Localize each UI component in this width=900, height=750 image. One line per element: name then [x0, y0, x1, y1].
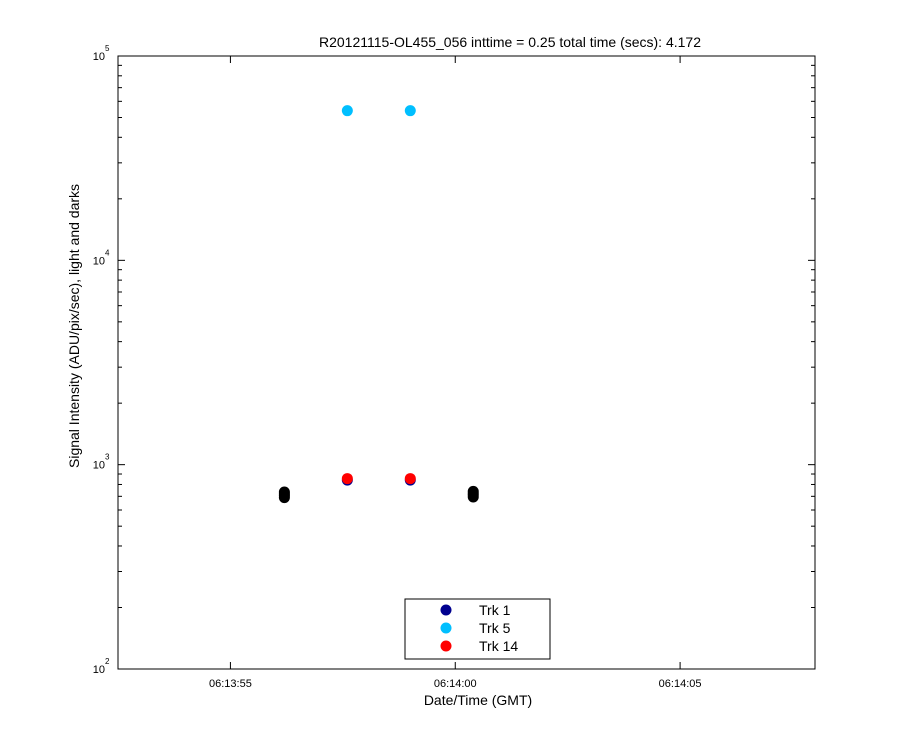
- legend-label-trk-5: Trk 5: [479, 620, 511, 636]
- data-point-dark: [468, 486, 479, 497]
- plot-area: [118, 56, 815, 669]
- y-tick-label-exponent: 4: [105, 248, 110, 257]
- y-axis-title: Signal Intensity (ADU/pix/sec), light an…: [66, 184, 82, 468]
- legend-box: [405, 599, 550, 659]
- data-point-dark: [279, 486, 290, 497]
- data-point-trk-14: [342, 473, 353, 484]
- y-tick-label-exponent: 2: [105, 657, 110, 666]
- legend: Trk 1 Trk 5 Trk 14: [405, 599, 550, 659]
- data-point-trk-5: [405, 105, 416, 116]
- data-point-trk-5: [342, 105, 353, 116]
- y-tick-label-base: 10: [93, 664, 105, 676]
- y-tick-label-base: 10: [93, 255, 105, 267]
- legend-label-trk-1: Trk 1: [479, 602, 511, 618]
- y-tick-label-exponent: 3: [105, 453, 110, 462]
- legend-marker-trk-1: [441, 605, 452, 616]
- x-tick-label: 06:14:00: [434, 678, 477, 690]
- y-tick-label-base: 10: [93, 51, 105, 63]
- legend-marker-trk-5: [441, 623, 452, 634]
- chart-title: R20121115-OL455_056 inttime = 0.25 total…: [319, 34, 701, 50]
- y-tick-label-base: 10: [93, 460, 105, 472]
- data-point-trk-14: [405, 473, 416, 484]
- x-tick-label: 06:13:55: [209, 678, 252, 690]
- x-tick-label: 06:14:05: [659, 678, 702, 690]
- y-tick-label-exponent: 5: [105, 44, 110, 53]
- legend-label-trk-14: Trk 14: [479, 638, 518, 654]
- x-axis-title: Date/Time (GMT): [424, 692, 532, 708]
- legend-marker-trk-14: [441, 641, 452, 652]
